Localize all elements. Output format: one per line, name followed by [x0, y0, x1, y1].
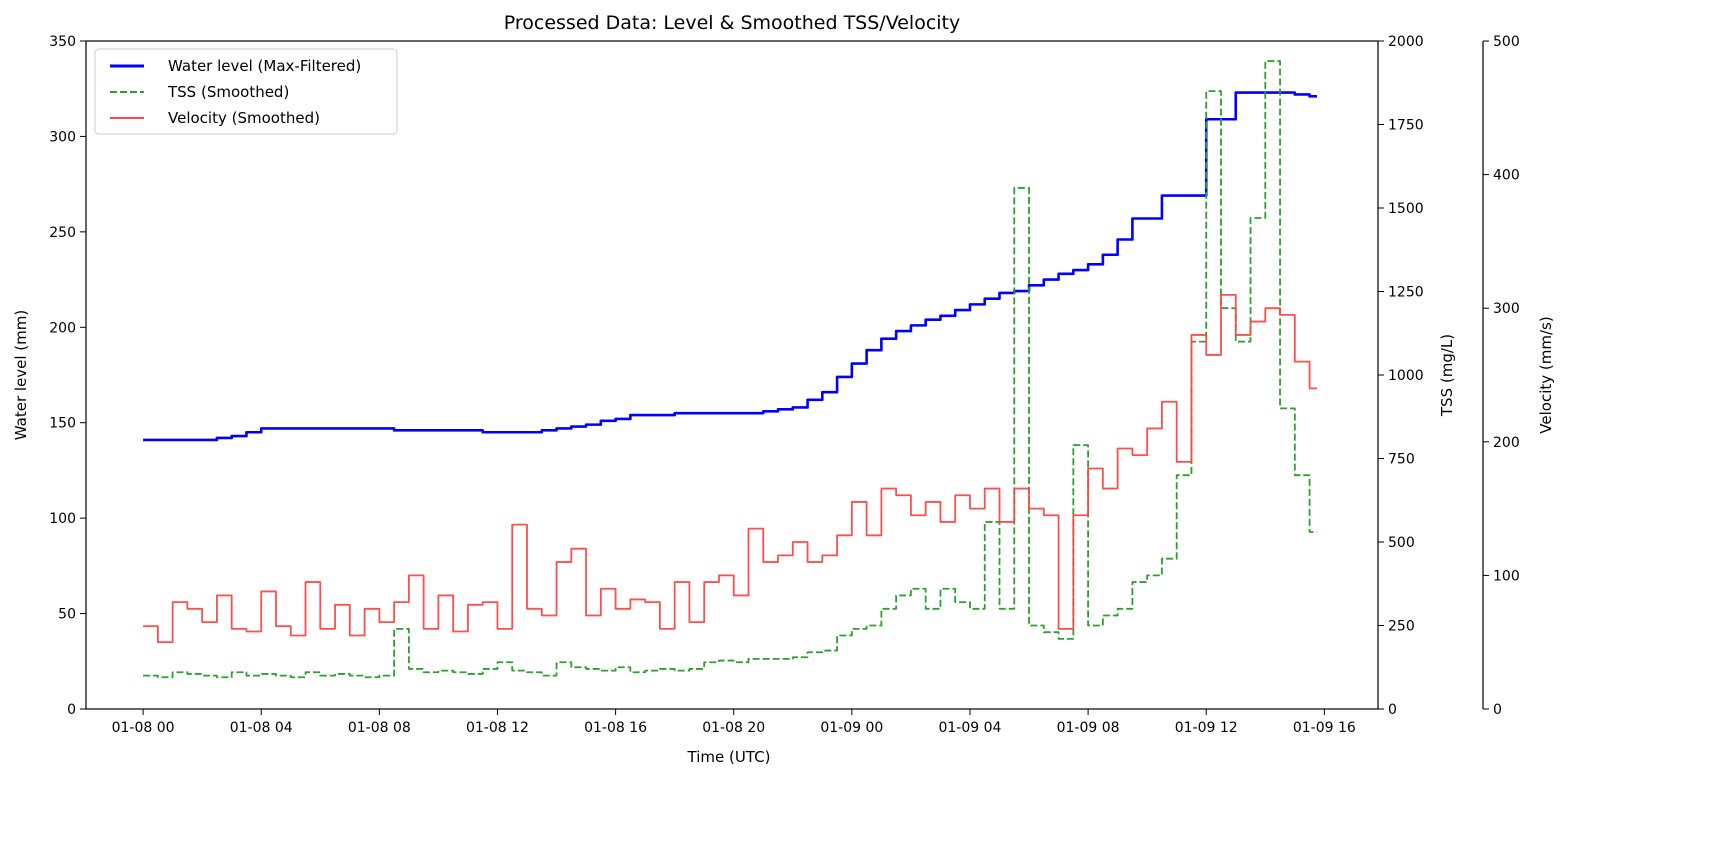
y-tick-label-tss: 2000	[1388, 34, 1424, 50]
y-tick-label-tss: 1500	[1388, 201, 1424, 217]
plot-frame	[85, 40, 1379, 710]
y-axis-label-tss: TSS (mg/L)	[1438, 334, 1456, 417]
x-tick-label: 01-09 16	[1293, 720, 1356, 736]
x-tick-label: 01-08 20	[702, 720, 765, 736]
x-tick-label: 01-09 12	[1175, 720, 1238, 736]
series-line-level	[143, 91, 1317, 442]
y-tick-label-velocity: 100	[1493, 568, 1520, 584]
x-tick-label: 01-08 00	[112, 720, 175, 736]
legend-label-level: Water level (Max-Filtered)	[168, 57, 361, 75]
chart-title: Processed Data: Level & Smoothed TSS/Vel…	[504, 12, 960, 34]
x-tick-label: 01-08 12	[466, 720, 529, 736]
y-tick-label-tss: 1000	[1388, 368, 1424, 384]
y-tick-label-level: 0	[67, 702, 76, 718]
y-tick-label-level: 200	[49, 320, 76, 336]
y-tick-label-tss: 1250	[1388, 285, 1424, 301]
x-tick-label: 01-08 08	[348, 720, 411, 736]
y-tick-label-tss: 0	[1388, 702, 1397, 718]
y-tick-label-level: 150	[49, 416, 76, 432]
y-tick-label-level: 100	[49, 511, 76, 527]
y-tick-label-level: 50	[58, 607, 76, 623]
y-tick-label-tss: 500	[1388, 535, 1415, 551]
y-tick-label-tss: 750	[1388, 452, 1415, 468]
x-tick-label: 01-08 04	[230, 720, 293, 736]
x-tick-label: 01-09 08	[1057, 720, 1120, 736]
x-axis-label: Time (UTC)	[687, 748, 771, 766]
y-tick-label-velocity: 200	[1493, 435, 1520, 451]
y-tick-label-velocity: 500	[1493, 34, 1520, 50]
y-tick-label-level: 350	[49, 34, 76, 50]
y-tick-label-level: 250	[49, 225, 76, 241]
y-tick-label-velocity: 0	[1493, 702, 1502, 718]
series-line-velocity	[143, 293, 1317, 644]
y-axis-label-level: Water level (mm)	[12, 310, 30, 440]
x-tick-label: 01-09 00	[820, 720, 883, 736]
series-line-tss	[143, 60, 1317, 679]
y-tick-label-level: 300	[49, 129, 76, 145]
y-tick-label-tss: 250	[1388, 619, 1415, 635]
y-tick-label-velocity: 400	[1493, 168, 1520, 184]
series-layer	[143, 60, 1317, 679]
legend-box	[94, 48, 398, 135]
y-tick-label-velocity: 300	[1493, 301, 1520, 317]
legend-label-tss: TSS (Smoothed)	[167, 83, 289, 101]
y-tick-label-tss: 1750	[1388, 118, 1424, 134]
y-axis-label-velocity: Velocity (mm/s)	[1537, 316, 1555, 433]
x-tick-label: 01-08 16	[584, 720, 647, 736]
legend-label-velocity: Velocity (Smoothed)	[168, 109, 320, 127]
legend: Water level (Max-Filtered) TSS (Smoothed…	[94, 48, 398, 135]
axes-layer: 01-08 00 01-08 04 01-08 08 01-08 12 01-08 16…	[49, 34, 1519, 736]
x-tick-label: 01-09 04	[938, 720, 1001, 736]
